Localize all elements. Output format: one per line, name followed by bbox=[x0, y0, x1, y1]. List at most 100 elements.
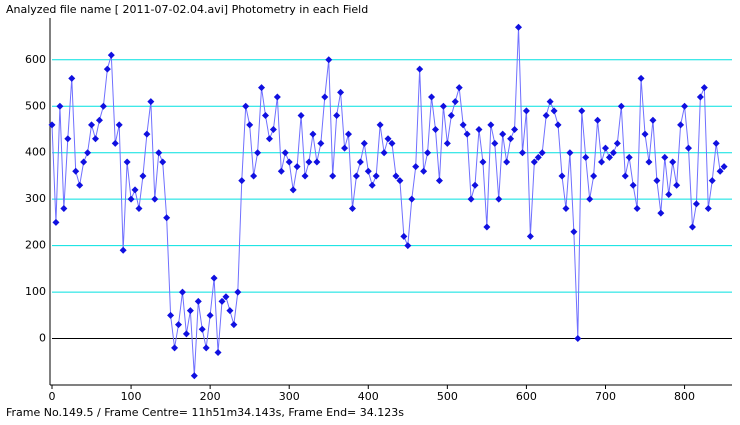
data-point bbox=[321, 93, 329, 101]
data-point bbox=[704, 204, 712, 212]
data-point bbox=[443, 139, 451, 147]
y-tick-label: 100 bbox=[25, 285, 46, 298]
data-point bbox=[681, 102, 689, 110]
data-point bbox=[194, 297, 202, 305]
data-point bbox=[708, 177, 716, 185]
x-tick-label: 200 bbox=[200, 390, 221, 403]
data-point bbox=[64, 135, 72, 143]
data-point bbox=[431, 125, 439, 133]
data-point bbox=[479, 158, 487, 166]
data-point bbox=[186, 307, 194, 315]
data-point bbox=[570, 228, 578, 236]
data-point bbox=[254, 149, 262, 157]
data-point bbox=[277, 167, 285, 175]
x-tick-label: 600 bbox=[516, 390, 537, 403]
data-point bbox=[696, 93, 704, 101]
x-tick-label: 400 bbox=[358, 390, 379, 403]
data-point bbox=[175, 321, 183, 329]
x-tick-label: 100 bbox=[121, 390, 142, 403]
data-point bbox=[594, 116, 602, 124]
data-point bbox=[475, 125, 483, 133]
data-point bbox=[372, 172, 380, 180]
data-point bbox=[210, 274, 218, 282]
data-point bbox=[601, 144, 609, 152]
data-point bbox=[119, 246, 127, 254]
data-point bbox=[653, 177, 661, 185]
data-point bbox=[463, 130, 471, 138]
data-point bbox=[511, 125, 519, 133]
data-point bbox=[491, 139, 499, 147]
data-point bbox=[495, 195, 503, 203]
data-point bbox=[582, 153, 590, 161]
data-point bbox=[147, 98, 155, 106]
data-point bbox=[91, 135, 99, 143]
data-point bbox=[503, 158, 511, 166]
data-point bbox=[550, 107, 558, 115]
data-point bbox=[352, 172, 360, 180]
data-point bbox=[273, 93, 281, 101]
data-point bbox=[685, 144, 693, 152]
data-point bbox=[261, 112, 269, 120]
data-point bbox=[305, 158, 313, 166]
data-point bbox=[364, 167, 372, 175]
data-point bbox=[115, 121, 123, 129]
data-point bbox=[447, 112, 455, 120]
data-point bbox=[131, 186, 139, 194]
data-point bbox=[392, 172, 400, 180]
data-point bbox=[522, 107, 530, 115]
x-tick-label: 0 bbox=[49, 390, 56, 403]
data-point bbox=[388, 139, 396, 147]
data-point bbox=[76, 181, 84, 189]
data-point bbox=[380, 149, 388, 157]
data-point bbox=[139, 172, 147, 180]
data-point bbox=[586, 195, 594, 203]
data-point bbox=[499, 130, 507, 138]
data-point bbox=[368, 181, 376, 189]
data-point bbox=[333, 112, 341, 120]
data-point bbox=[167, 311, 175, 319]
data-point bbox=[665, 191, 673, 199]
data-point bbox=[657, 209, 665, 217]
y-tick-label: 0 bbox=[39, 332, 46, 345]
data-point bbox=[716, 167, 724, 175]
data-point bbox=[720, 163, 728, 171]
data-point bbox=[637, 74, 645, 82]
data-point bbox=[400, 232, 408, 240]
data-point bbox=[542, 112, 550, 120]
data-point bbox=[218, 297, 226, 305]
data-point bbox=[574, 335, 582, 343]
data-point bbox=[341, 144, 349, 152]
data-point bbox=[202, 344, 210, 352]
data-point bbox=[230, 321, 238, 329]
data-point bbox=[526, 232, 534, 240]
data-point bbox=[554, 121, 562, 129]
data-point bbox=[329, 172, 337, 180]
data-point bbox=[712, 139, 720, 147]
y-tick-label: 300 bbox=[25, 192, 46, 205]
data-point bbox=[84, 149, 92, 157]
data-point bbox=[68, 74, 76, 82]
data-point bbox=[633, 204, 641, 212]
data-point bbox=[99, 102, 107, 110]
data-point bbox=[103, 65, 111, 73]
data-point bbox=[629, 181, 637, 189]
data-point bbox=[471, 181, 479, 189]
data-point bbox=[625, 153, 633, 161]
x-tick-label: 700 bbox=[595, 390, 616, 403]
data-point bbox=[238, 177, 246, 185]
y-tick-label: 500 bbox=[25, 99, 46, 112]
data-point bbox=[459, 121, 467, 129]
status-footer: Frame No.149.5 / Frame Centre= 11h51m34.… bbox=[6, 406, 404, 419]
data-point bbox=[222, 293, 230, 301]
data-point bbox=[669, 158, 677, 166]
data-point bbox=[384, 135, 392, 143]
data-point bbox=[107, 51, 115, 59]
y-tick-label: 600 bbox=[25, 53, 46, 66]
data-point bbox=[301, 172, 309, 180]
data-point bbox=[645, 158, 653, 166]
x-tick-label: 300 bbox=[279, 390, 300, 403]
data-point bbox=[293, 163, 301, 171]
data-point bbox=[605, 153, 613, 161]
data-point bbox=[412, 163, 420, 171]
